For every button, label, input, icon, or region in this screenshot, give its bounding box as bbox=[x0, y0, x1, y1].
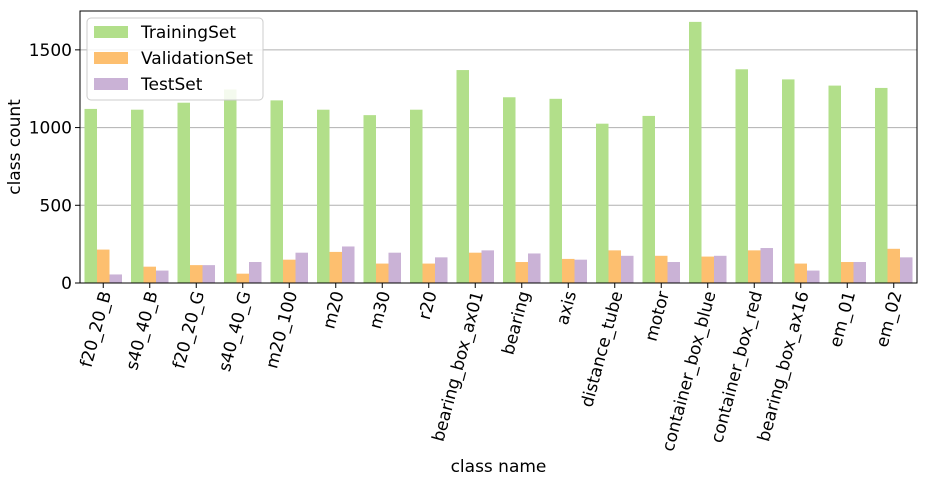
bar-validationset bbox=[841, 262, 854, 283]
bar-trainingset bbox=[456, 70, 469, 283]
bar-testset bbox=[900, 257, 913, 283]
y-axis-ticks: 0 500 1000 1500 bbox=[29, 41, 80, 294]
bar-validationset bbox=[515, 262, 528, 283]
plot-frame bbox=[79, 10, 918, 284]
x-tick-label: f20_20_G bbox=[169, 289, 209, 371]
bar-validationset bbox=[97, 249, 110, 283]
bar-validationset bbox=[190, 265, 203, 283]
bar-validationset bbox=[794, 263, 807, 283]
x-axis-title: class name bbox=[451, 457, 547, 477]
bar-trainingset bbox=[782, 79, 795, 283]
bar-validationset bbox=[655, 255, 668, 283]
bar-testset bbox=[156, 270, 169, 283]
bar-validationset bbox=[329, 251, 342, 283]
legend-swatch bbox=[94, 52, 128, 64]
x-tick-label: bearing_box_ax16 bbox=[754, 289, 813, 444]
bar-trainingset bbox=[84, 108, 97, 283]
x-tick-label: m20_100 bbox=[262, 289, 302, 371]
bar-testset bbox=[528, 253, 541, 283]
bar-validationset bbox=[283, 259, 296, 283]
x-tick-label: em_01 bbox=[826, 289, 860, 349]
bar-validationset bbox=[422, 263, 435, 283]
legend-label: ValidationSet bbox=[141, 49, 253, 69]
bar-trainingset bbox=[596, 123, 609, 283]
legend-swatch bbox=[94, 78, 128, 90]
x-tick-label: s40_40_G bbox=[215, 289, 256, 374]
x-tick-label: s40_40_B bbox=[122, 289, 162, 372]
bar-validationset bbox=[608, 250, 621, 283]
bar-testset bbox=[574, 259, 587, 283]
legend-box bbox=[86, 17, 264, 101]
bar-testset bbox=[714, 255, 727, 283]
x-axis-ticks: f20_20_B s40_40_B f20_20_G s40_40_G m20_100 m… bbox=[77, 283, 907, 454]
bar-validationset bbox=[701, 256, 714, 283]
bar-trainingset bbox=[270, 100, 283, 283]
bar-trainingset bbox=[131, 109, 144, 283]
x-tick-label: r20 bbox=[415, 289, 442, 322]
bar-trainingset bbox=[224, 89, 237, 284]
bar-validationset bbox=[469, 252, 482, 283]
bar-validationset bbox=[748, 250, 761, 283]
x-tick-label: em_02 bbox=[872, 289, 906, 349]
bar-validationset bbox=[376, 263, 389, 283]
x-tick-label: axis bbox=[553, 289, 581, 327]
x-tick-label: bearing_box_ax01 bbox=[429, 289, 488, 444]
x-tick-label: motor bbox=[642, 289, 675, 343]
x-tick-label: m30 bbox=[366, 289, 395, 331]
legend-label: TestSet bbox=[140, 75, 203, 95]
legend-swatch bbox=[94, 26, 128, 38]
bar-trainingset bbox=[503, 97, 516, 284]
bar-testset bbox=[295, 252, 308, 283]
bars bbox=[84, 21, 913, 284]
bar-testset bbox=[667, 262, 680, 283]
bar-trainingset bbox=[177, 102, 190, 284]
bar-testset bbox=[807, 270, 820, 283]
bar-validationset bbox=[143, 266, 156, 283]
y-axis-title: class count bbox=[5, 99, 25, 195]
bar-testset bbox=[388, 252, 401, 283]
bar-validationset bbox=[236, 273, 249, 283]
bar-validationset bbox=[887, 248, 900, 283]
bar-testset bbox=[435, 257, 448, 283]
bar-trainingset bbox=[642, 115, 655, 284]
bar-trainingset bbox=[828, 85, 841, 283]
x-tick-label: bearing bbox=[498, 289, 534, 357]
y-tick-label: 0 bbox=[61, 274, 72, 294]
y-tick-label: 1000 bbox=[29, 119, 72, 139]
bar-trainingset bbox=[317, 109, 330, 283]
bar-testset bbox=[202, 265, 215, 283]
x-tick-label: f20_20_B bbox=[77, 289, 116, 369]
legend: TrainingSet ValidationSet TestSet bbox=[86, 17, 264, 101]
bar-trainingset bbox=[410, 109, 423, 283]
bar-trainingset bbox=[875, 87, 888, 284]
bar-trainingset bbox=[363, 115, 376, 283]
bar-testset bbox=[621, 255, 634, 283]
bar-validationset bbox=[562, 258, 575, 283]
bar-testset bbox=[342, 246, 355, 283]
bar-testset bbox=[481, 250, 494, 283]
bar-testset bbox=[249, 262, 262, 283]
x-tick-label: distance_tube bbox=[577, 289, 627, 409]
bar-testset bbox=[853, 262, 866, 283]
bar-testset bbox=[109, 274, 122, 283]
y-tick-label: 500 bbox=[40, 196, 72, 216]
y-tick-label: 1500 bbox=[29, 41, 72, 61]
bar-trainingset bbox=[689, 21, 702, 283]
x-tick-label: m20 bbox=[319, 289, 348, 331]
bar-testset bbox=[760, 248, 773, 283]
bar-trainingset bbox=[549, 98, 562, 284]
legend-label: TrainingSet bbox=[140, 23, 236, 43]
bar-trainingset bbox=[735, 69, 748, 284]
